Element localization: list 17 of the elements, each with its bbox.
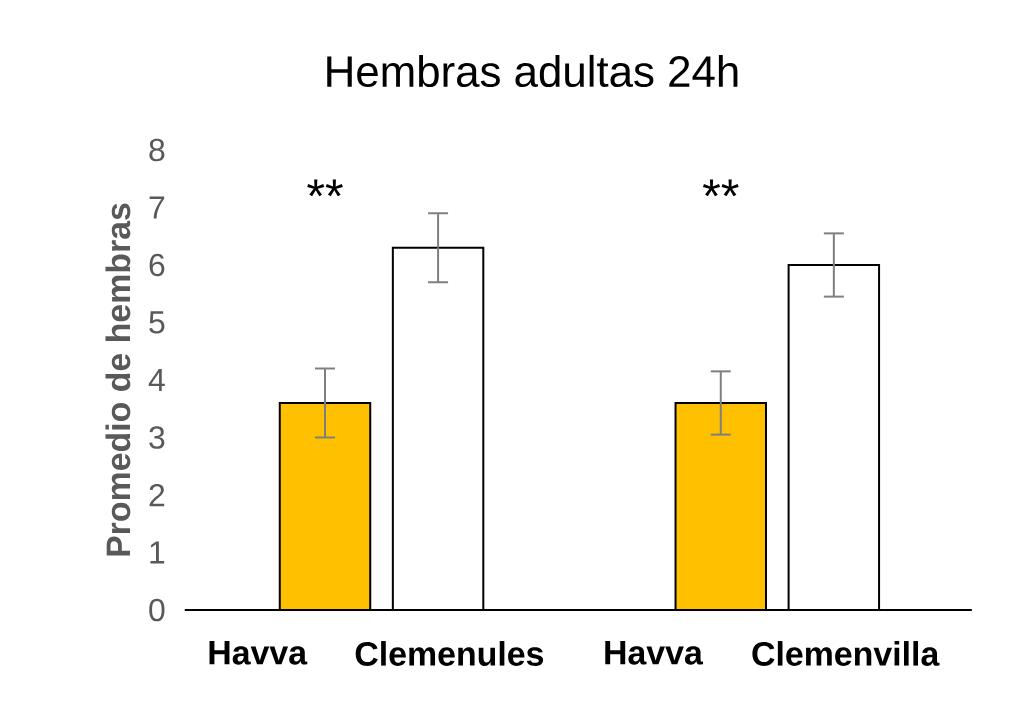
x-tick-label: Havva	[209, 641, 308, 665]
y-tick-label: 1	[150, 541, 165, 564]
y-axis-title: Promedio de hembras	[105, 203, 131, 556]
x-tick-label: Clemenules	[355, 641, 544, 666]
x-tick-label: Havva	[605, 641, 704, 665]
y-tick-label: 6	[149, 253, 165, 277]
y-tick-label: 3	[149, 426, 165, 449]
y-tick-label: 7	[149, 196, 165, 219]
y-tick-label: 4	[148, 369, 165, 391]
y-tick-label: 5	[149, 311, 165, 334]
annotation: **	[307, 179, 343, 197]
y-tick-label: 2	[149, 483, 165, 507]
y-tick-label: 0	[149, 598, 165, 622]
chart-title: Hembras adultas 24h	[327, 54, 738, 88]
annotation: **	[702, 179, 739, 197]
x-tick-label: Clemenvilla	[752, 641, 940, 666]
y-tick-label: 8	[149, 138, 165, 162]
